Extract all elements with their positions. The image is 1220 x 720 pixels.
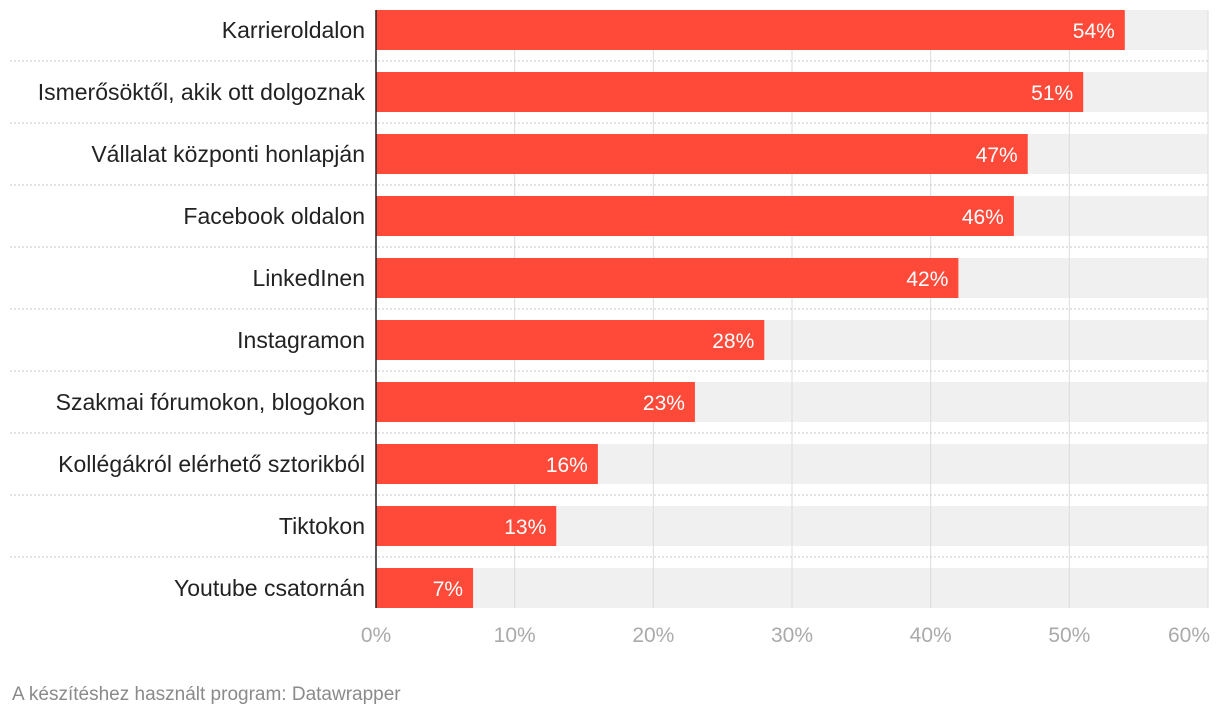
category-label: Instagramon	[237, 327, 365, 353]
category-label: Tiktokon	[279, 513, 365, 539]
bar	[376, 382, 695, 422]
bar	[376, 258, 959, 298]
value-label: 42%	[906, 268, 948, 291]
category-label: Kollégákról elérhető sztorikból	[58, 451, 365, 477]
bar	[376, 196, 1014, 236]
value-label: 46%	[962, 206, 1004, 229]
x-tick-label: 60%	[1168, 624, 1210, 647]
value-label: 54%	[1073, 20, 1115, 43]
category-label: LinkedInen	[252, 265, 365, 291]
category-label: Karrieroldalon	[222, 17, 365, 43]
category-label: Ismerősöktől, akik ott dolgoznak	[38, 79, 366, 105]
bar	[376, 320, 765, 360]
category-label: Youtube csatornán	[174, 575, 365, 601]
value-label: 28%	[712, 330, 754, 353]
x-tick-label: 50%	[1048, 624, 1090, 647]
x-tick-label: 40%	[910, 624, 952, 647]
bar	[376, 10, 1125, 50]
value-label: 16%	[546, 454, 588, 477]
category-label: Facebook oldalon	[183, 203, 365, 229]
value-label: 23%	[643, 392, 685, 415]
bar	[376, 506, 557, 546]
bar	[376, 568, 474, 608]
category-label: Vállalat központi honlapján	[91, 141, 365, 167]
value-label: 7%	[433, 578, 463, 601]
x-tick-label: 10%	[494, 624, 536, 647]
x-tick-label: 30%	[771, 624, 813, 647]
bar	[376, 444, 598, 484]
x-tick-label: 20%	[632, 624, 674, 647]
bar-chart: Karrieroldalon 54% Ismerősöktől, akik ott …	[10, 10, 1210, 647]
bar	[376, 134, 1028, 174]
x-tick-label: 0%	[361, 624, 391, 647]
category-label: Szakmai fórumokon, blogokon	[56, 389, 365, 415]
credit-footer: A készítéshez használt program: Datawrap…	[12, 684, 401, 705]
bar	[376, 72, 1084, 112]
value-label: 51%	[1031, 82, 1073, 105]
value-label: 13%	[504, 516, 546, 539]
value-label: 47%	[976, 144, 1018, 167]
